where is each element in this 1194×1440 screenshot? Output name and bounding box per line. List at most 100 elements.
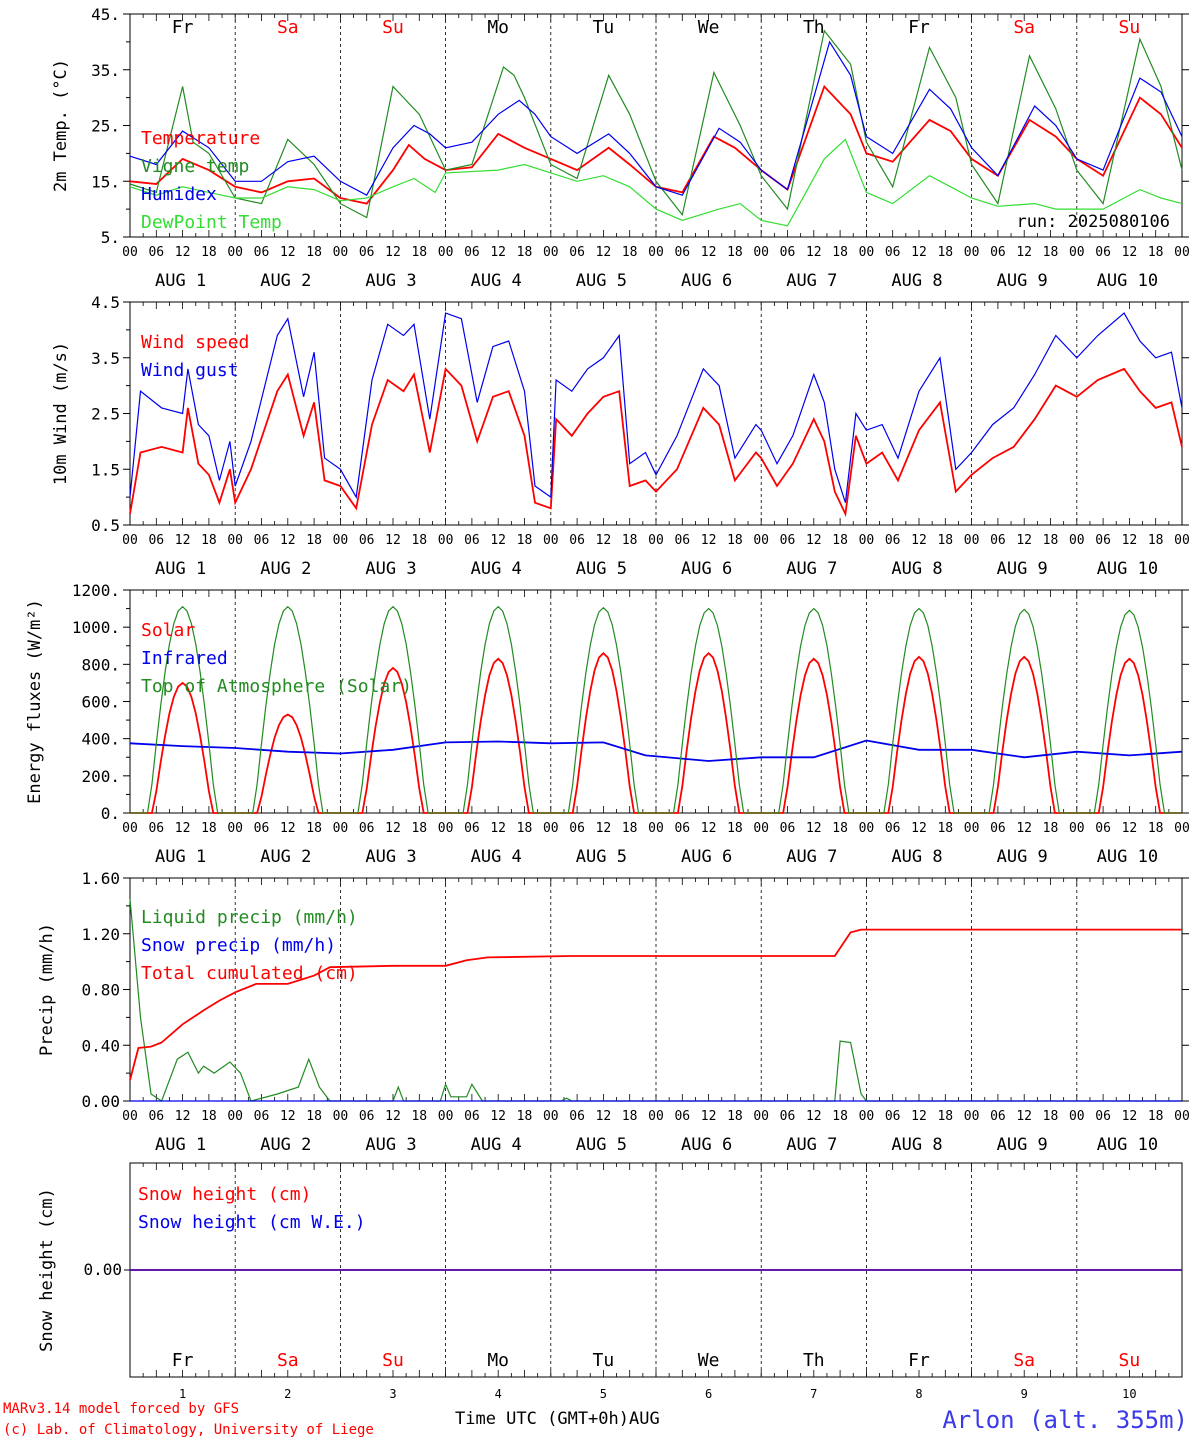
y-tick-label: 200.	[81, 767, 120, 786]
hour-label: 06	[990, 1109, 1006, 1124]
y-tick-label: 1000.	[72, 618, 120, 637]
hour-label: 12	[490, 245, 506, 260]
hour-label: 12	[596, 821, 612, 836]
legend-entry: Vigne temp	[141, 156, 249, 177]
y-tick-label: 0.00	[83, 1260, 122, 1279]
date-label: AUG 3	[365, 847, 416, 867]
hour-label: 18	[727, 821, 743, 836]
y-tick-label: 0.5	[91, 516, 120, 535]
date-label: AUG 8	[891, 271, 942, 291]
hour-label: 06	[885, 245, 901, 260]
hour-label: 12	[490, 1109, 506, 1124]
legend-entry: DewPoint Temp	[141, 212, 282, 233]
date-label: AUG 5	[576, 559, 627, 579]
date-label: AUG 6	[681, 271, 732, 291]
date-label: AUG 7	[786, 847, 837, 867]
series-layer	[129, 29, 1183, 1271]
y-tick-label: 45.	[91, 5, 120, 24]
hour-label: 00	[1069, 821, 1085, 836]
day-number: 10	[1122, 1387, 1136, 1401]
hour-label: 12	[175, 1109, 191, 1124]
hour-label: 00	[1174, 245, 1190, 260]
y-tick-label: 0.40	[81, 1036, 120, 1055]
y-tick-label: 3.5	[91, 349, 120, 368]
hour-label: 18	[306, 245, 322, 260]
legend-entry: Snow height (cm W.E.)	[138, 1212, 366, 1233]
hour-label: 12	[911, 245, 927, 260]
hour-label: 12	[280, 245, 296, 260]
date-label: AUG 9	[997, 1135, 1048, 1155]
hour-label: 18	[1148, 245, 1164, 260]
date-label: AUG 4	[471, 559, 522, 579]
series-line-dewpoint-temp	[129, 138, 1183, 227]
hour-label: 18	[1043, 533, 1059, 548]
hour-label: 06	[885, 533, 901, 548]
hour-label: 18	[201, 533, 217, 548]
y-tick-label: 25.	[91, 117, 120, 136]
day-name: Su	[382, 1350, 404, 1371]
hour-label: 06	[990, 821, 1006, 836]
date-label: AUG 10	[1097, 559, 1158, 579]
hour-label: 12	[701, 245, 717, 260]
hour-label: 00	[964, 533, 980, 548]
hour-label: 18	[201, 821, 217, 836]
series-line-total-cumulated-cm-	[129, 928, 1182, 1081]
hour-label: 18	[727, 1109, 743, 1124]
date-label: AUG 7	[786, 271, 837, 291]
footer-model-line: MARv3.14 model forced by GFS	[3, 1401, 239, 1417]
hour-label: 00	[964, 821, 980, 836]
hour-label: 00	[1069, 533, 1085, 548]
hour-label: 18	[937, 1109, 953, 1124]
hour-label: 06	[148, 245, 164, 260]
hour-label: 00	[438, 245, 454, 260]
y-tick-label: 4.5	[91, 293, 120, 312]
hour-label: 00	[753, 245, 769, 260]
day-name: Sa	[1013, 17, 1035, 38]
hour-label: 06	[359, 821, 375, 836]
hour-label: 18	[727, 245, 743, 260]
date-label: AUG 5	[576, 271, 627, 291]
hour-label: 12	[175, 533, 191, 548]
date-label: AUG 1	[155, 847, 206, 867]
legend-entry: Wind speed	[141, 332, 249, 353]
legend-entry: Infrared	[141, 648, 228, 669]
hour-label: 12	[280, 533, 296, 548]
hour-label: 06	[359, 245, 375, 260]
date-label: AUG 1	[155, 559, 206, 579]
hour-label: 06	[569, 245, 585, 260]
hour-label: 06	[1095, 821, 1111, 836]
day-name: Sa	[277, 17, 299, 38]
y-tick-label: 600.	[81, 693, 120, 712]
hour-label: 00	[438, 821, 454, 836]
hour-label: 18	[832, 1109, 848, 1124]
hour-label: 06	[780, 245, 796, 260]
hour-label: 12	[806, 1109, 822, 1124]
y-axis-title: Precip (mm/h)	[37, 923, 57, 1056]
date-label: AUG 6	[681, 847, 732, 867]
legend-entry: Solar	[141, 620, 195, 641]
day-number: 8	[915, 1387, 922, 1401]
y-tick-label: 800.	[81, 655, 120, 674]
hour-label: 18	[411, 1109, 427, 1124]
hour-label: 06	[780, 1109, 796, 1124]
y-tick-label: 1.5	[91, 460, 120, 479]
date-label: AUG 2	[260, 271, 311, 291]
hour-label: 06	[148, 1109, 164, 1124]
legend-entry: Total cumulated (cm)	[141, 963, 358, 984]
hour-label: 18	[201, 245, 217, 260]
hour-label: 00	[543, 821, 559, 836]
hour-label: 00	[964, 245, 980, 260]
hour-label: 18	[306, 821, 322, 836]
hour-label: 12	[385, 533, 401, 548]
hour-label: 12	[701, 821, 717, 836]
hour-label: 18	[727, 533, 743, 548]
hour-label: 06	[990, 533, 1006, 548]
hour-label: 12	[596, 1109, 612, 1124]
hour-label: 12	[385, 245, 401, 260]
date-label: AUG 7	[786, 1135, 837, 1155]
hour-label: 18	[622, 245, 638, 260]
hour-label: 12	[280, 1109, 296, 1124]
day-name: Su	[1119, 17, 1141, 38]
y-tick-label: 0.00	[81, 1092, 120, 1111]
